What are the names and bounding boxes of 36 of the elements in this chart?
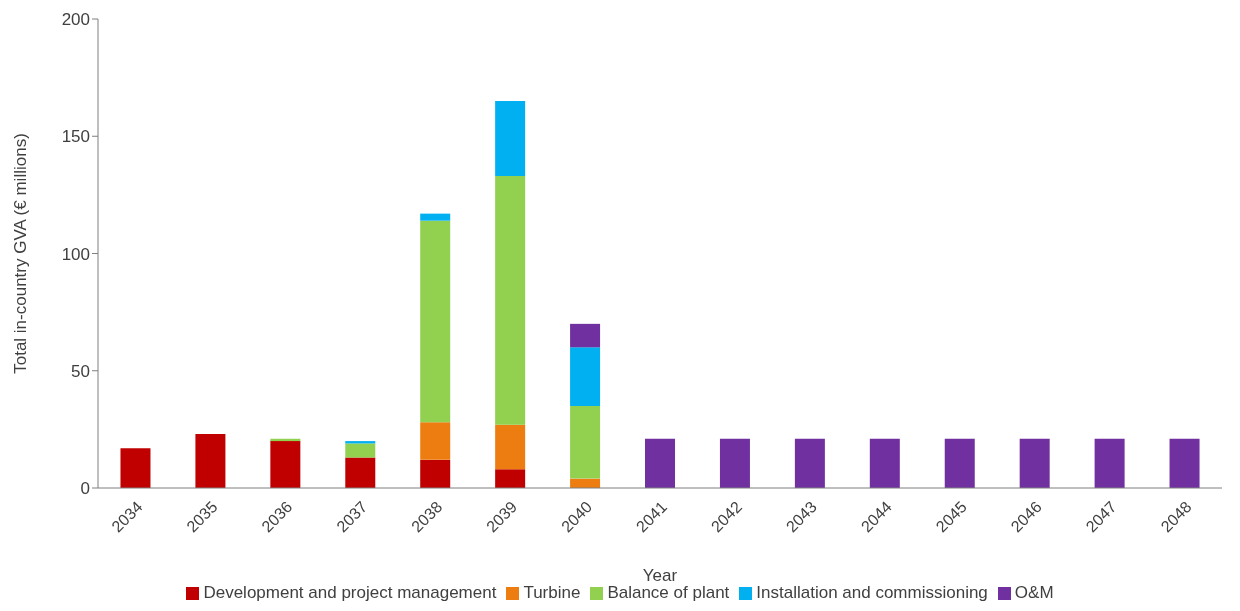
bar — [645, 438, 676, 488]
bar — [345, 443, 376, 458]
legend-label: Turbine — [523, 583, 581, 602]
y-tick-label: 50 — [71, 361, 90, 381]
legend-label: Development and project management — [203, 583, 497, 602]
x-axis-title: Year — [642, 566, 678, 585]
bar — [495, 101, 526, 177]
bar — [495, 469, 526, 488]
bar — [270, 441, 301, 488]
bar — [120, 448, 151, 488]
y-tick-label: 150 — [61, 127, 90, 147]
bar — [420, 422, 451, 460]
bar — [345, 457, 376, 488]
bar — [495, 176, 526, 425]
bar — [944, 438, 975, 488]
bar — [420, 220, 451, 423]
bar — [495, 424, 526, 470]
bar — [1019, 438, 1050, 488]
bar — [1169, 438, 1200, 488]
bar — [1094, 438, 1125, 488]
bar — [869, 438, 900, 488]
y-axis-title: Total in-country GVA (€ millions) — [11, 133, 31, 374]
y-tick-label: 0 — [80, 479, 90, 499]
bar — [570, 323, 601, 348]
bar — [719, 438, 750, 488]
legend-label: Balance of plant — [607, 583, 730, 602]
bar — [420, 213, 451, 221]
legend-label: O&M — [1014, 583, 1054, 602]
y-tick-label: 100 — [61, 244, 90, 264]
legend-label: Installation and commissioning — [756, 583, 988, 602]
bar — [570, 405, 601, 479]
bar — [195, 434, 226, 488]
bar — [420, 459, 451, 488]
bar — [570, 347, 601, 406]
bar — [794, 438, 825, 488]
y-tick-label: 200 — [61, 10, 90, 30]
